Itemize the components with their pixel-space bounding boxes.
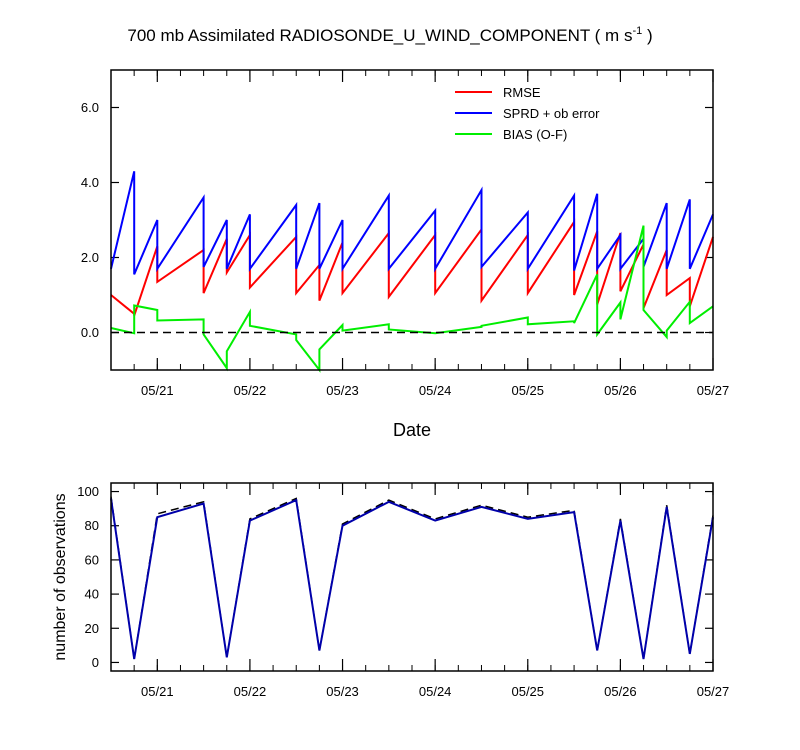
bottom-ytick-label: 100: [77, 484, 99, 499]
top-xtick-label: 05/22: [234, 383, 267, 398]
top-xtick-label: 05/23: [326, 383, 359, 398]
top-xtick-label: 05/21: [141, 383, 174, 398]
top-xtick-label: 05/25: [511, 383, 544, 398]
bottom-xtick-label: 05/21: [141, 684, 174, 699]
bottom-xtick-label: 05/23: [326, 684, 359, 699]
bottom-xtick-label: 05/24: [419, 684, 452, 699]
bottom-ytick-label: 0: [92, 655, 99, 670]
bottom-xtick-label: 05/22: [234, 684, 267, 699]
top-xtick-label: 05/27: [697, 383, 730, 398]
bottom-xtick-label: 05/27: [697, 684, 730, 699]
top-series-rmse: [110, 218, 714, 316]
bottom-ytick-label: 80: [85, 518, 99, 533]
legend-label-1: SPRD + ob error: [503, 106, 600, 121]
legend-label-2: BIAS (O-F): [503, 127, 567, 142]
top-ytick-label: 6.0: [81, 100, 99, 115]
bottom-xtick-label: 05/25: [511, 684, 544, 699]
top-xtick-label: 05/26: [604, 383, 637, 398]
chart-title-superscript: -1: [632, 25, 642, 37]
chart-title-end: ): [642, 26, 652, 45]
top-x-axis-label: Date: [393, 420, 431, 440]
chart-title-main: 700 mb Assimilated RADIOSONDE_U_WIND_COM…: [127, 26, 632, 45]
top-plot: 0.0 2.0 4.0 6.0 05/21 05/22 05/23 05/24 05/25 05/…: [81, 70, 729, 398]
top-series-sprd-ob-error: [110, 171, 714, 275]
bottom-y-axis-label: number of observations: [52, 493, 69, 660]
bottom-ytick-label: 20: [85, 621, 99, 636]
bottom-series-possible: [110, 496, 714, 660]
bottom-xtick-label: 05/26: [604, 684, 637, 699]
bottom-series-used: [110, 498, 714, 660]
chart-title: 700 mb Assimilated RADIOSONDE_U_WIND_COM…: [127, 25, 652, 45]
bottom-ytick-label: 40: [85, 587, 99, 602]
top-plot-frame: [110, 69, 714, 371]
top-series-bias-o-f: [110, 225, 714, 373]
bottom-plot: 0 20 40 60 80 100 05/21 05/22 05/23 05/24 05/25 05/…: [77, 483, 729, 699]
top-xtick-label: 05/24: [419, 383, 452, 398]
legend-label-0: RMSE: [503, 85, 541, 100]
top-ytick-label: 4.0: [81, 175, 99, 190]
bottom-plot-frame: [110, 482, 714, 672]
legend: RMSE SPRD + ob error BIAS (O-F): [455, 85, 600, 142]
top-ytick-label: 2.0: [81, 250, 99, 265]
top-ytick-label: 0.0: [81, 325, 99, 340]
bottom-ytick-label: 60: [85, 552, 99, 567]
